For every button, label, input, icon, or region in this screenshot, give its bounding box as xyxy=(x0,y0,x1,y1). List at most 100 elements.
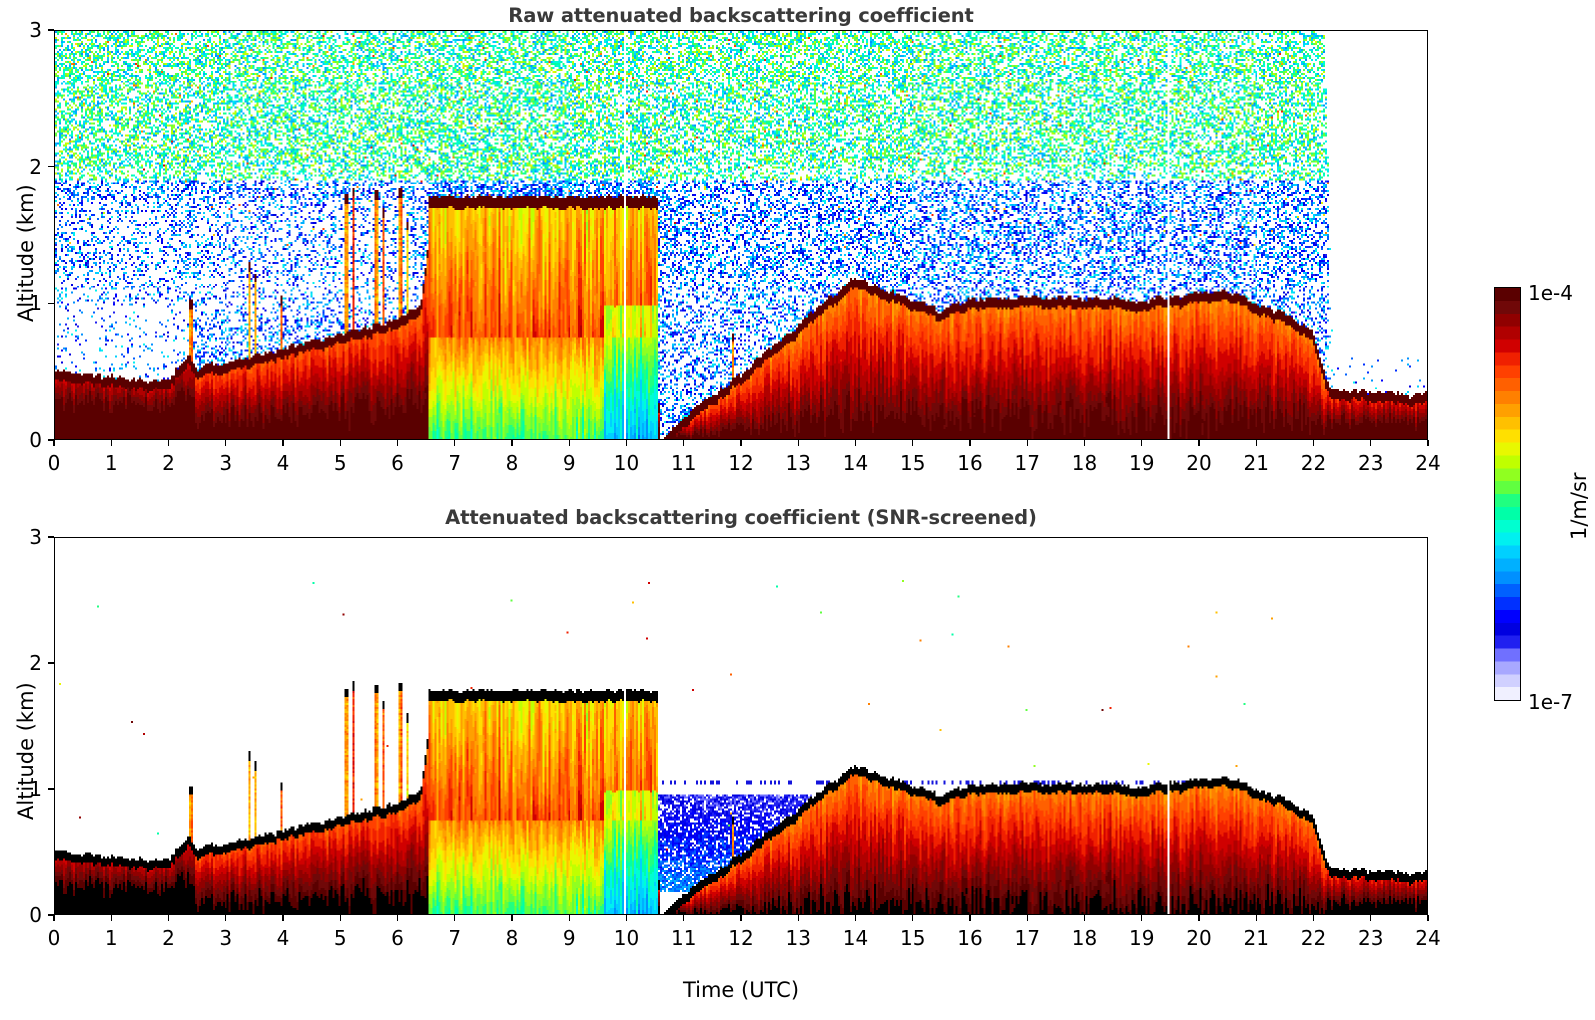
x-tick-label-bot: 12 xyxy=(728,926,754,950)
colorbar-unit-label: 1/m/sr xyxy=(1567,472,1591,540)
x-tick-label-top: 3 xyxy=(219,451,233,475)
x-tick-top xyxy=(1083,440,1086,446)
x-tick-top xyxy=(110,440,112,446)
colorbar-max-label: 1e-4 xyxy=(1528,281,1573,305)
x-tick-top xyxy=(797,440,799,446)
x-tick-label-top: 9 xyxy=(562,451,576,475)
x-tick-bot xyxy=(282,915,284,921)
x-tick-top xyxy=(854,440,857,446)
x-tick-label-bot: 13 xyxy=(785,926,811,950)
colorbar[interactable] xyxy=(1494,287,1521,701)
x-tick-bot xyxy=(110,915,112,921)
x-tick-top xyxy=(1141,440,1143,446)
x-tick-top xyxy=(1198,440,1200,446)
panel-title-raw: Raw attenuated backscattering coefficien… xyxy=(508,4,974,27)
x-tick-label-top: 6 xyxy=(391,451,404,475)
x-tick-bot xyxy=(912,915,914,921)
x-tick-top xyxy=(53,440,55,446)
panel-title-screened: Attenuated backscattering coefficient (S… xyxy=(445,506,1037,529)
x-tick-label-top: 20 xyxy=(1186,451,1212,475)
x-tick-label-bot: 15 xyxy=(900,926,926,950)
y-tick-top xyxy=(48,29,54,31)
x-tick-label-top: 15 xyxy=(900,451,926,475)
heatmap-image-screened xyxy=(55,538,1427,914)
x-tick-bot xyxy=(511,915,513,921)
x-tick-label-top: 10 xyxy=(613,451,640,475)
x-tick-bot xyxy=(1427,915,1429,921)
x-tick-label-bot: 5 xyxy=(333,926,347,950)
x-tick-bot xyxy=(625,915,628,921)
x-tick-top xyxy=(969,440,971,446)
heatmap-axes-raw[interactable] xyxy=(54,30,1428,440)
x-tick-label-top: 2 xyxy=(162,451,175,475)
y-tick-top xyxy=(48,302,54,304)
x-tick-label-top: 11 xyxy=(671,451,697,475)
x-tick-top xyxy=(625,440,628,446)
x-tick-label-bot: 8 xyxy=(505,926,519,950)
x-tick-bot xyxy=(454,915,456,921)
x-tick-label-bot: 19 xyxy=(1129,926,1155,950)
x-tick-bot xyxy=(683,915,685,921)
y-tick-label-bot: 2 xyxy=(29,651,42,675)
x-tick-bot xyxy=(1083,915,1086,921)
x-tick-top xyxy=(511,440,513,446)
x-tick-label-top: 13 xyxy=(785,451,811,475)
x-tick-label-top: 22 xyxy=(1300,451,1327,475)
heatmap-image-raw xyxy=(55,31,1427,439)
y-tick-bot xyxy=(48,662,54,664)
x-tick-label-top: 0 xyxy=(47,451,61,475)
y-tick-label-bot: 0 xyxy=(29,903,42,927)
x-tick-top xyxy=(454,440,456,446)
colorbar-min-label: 1e-7 xyxy=(1528,690,1573,714)
x-tick-top xyxy=(1370,440,1372,446)
x-tick-top xyxy=(339,440,341,446)
x-tick-label-bot: 11 xyxy=(671,926,697,950)
x-tick-label-bot: 17 xyxy=(1014,926,1040,950)
x-tick-label-bot: 16 xyxy=(957,926,983,950)
x-tick-label-bot: 9 xyxy=(562,926,576,950)
y-tick-label-bot: 3 xyxy=(29,525,42,549)
x-tick-bot xyxy=(167,915,170,921)
x-tick-top xyxy=(1026,440,1028,446)
x-tick-top xyxy=(396,440,399,446)
y-tick-bot xyxy=(48,536,54,538)
x-tick-bot xyxy=(1312,915,1315,921)
x-tick-top xyxy=(1255,440,1257,446)
x-tick-top xyxy=(683,440,685,446)
x-tick-label-bot: 2 xyxy=(162,926,175,950)
x-tick-top xyxy=(740,440,742,446)
x-tick-bot xyxy=(225,915,227,921)
x-tick-bot xyxy=(854,915,857,921)
x-tick-label-top: 21 xyxy=(1243,451,1269,475)
x-tick-label-bot: 21 xyxy=(1243,926,1269,950)
x-tick-label-bot: 1 xyxy=(104,926,118,950)
x-tick-top xyxy=(912,440,914,446)
x-tick-label-top: 23 xyxy=(1358,451,1384,475)
x-tick-label-bot: 20 xyxy=(1186,926,1212,950)
x-tick-label-top: 4 xyxy=(276,451,290,475)
x-tick-label-bot: 6 xyxy=(391,926,404,950)
x-tick-label-bot: 7 xyxy=(448,926,462,950)
x-tick-top xyxy=(167,440,170,446)
x-tick-bot xyxy=(1370,915,1372,921)
y-tick-label-top: 1 xyxy=(29,291,42,316)
x-tick-label-top: 16 xyxy=(957,451,983,475)
x-tick-label-top: 1 xyxy=(104,451,118,475)
y-tick-bot xyxy=(48,914,54,916)
x-tick-label-top: 24 xyxy=(1415,451,1441,475)
x-tick-top xyxy=(1427,440,1429,446)
x-tick-bot xyxy=(568,915,570,921)
x-tick-top xyxy=(225,440,227,446)
x-tick-label-top: 8 xyxy=(505,451,519,475)
heatmap-axes-screened[interactable] xyxy=(54,537,1428,915)
x-tick-label-top: 7 xyxy=(448,451,462,475)
x-tick-label-top: 18 xyxy=(1071,451,1098,475)
x-tick-bot xyxy=(396,915,399,921)
x-tick-label-bot: 23 xyxy=(1358,926,1384,950)
y-tick-label-bot: 1 xyxy=(29,777,42,801)
y-tick-label-top: 0 xyxy=(29,428,42,452)
x-tick-label-bot: 18 xyxy=(1071,926,1098,950)
x-tick-bot xyxy=(797,915,799,921)
y-tick-top xyxy=(48,166,54,168)
x-tick-bot xyxy=(339,915,341,921)
